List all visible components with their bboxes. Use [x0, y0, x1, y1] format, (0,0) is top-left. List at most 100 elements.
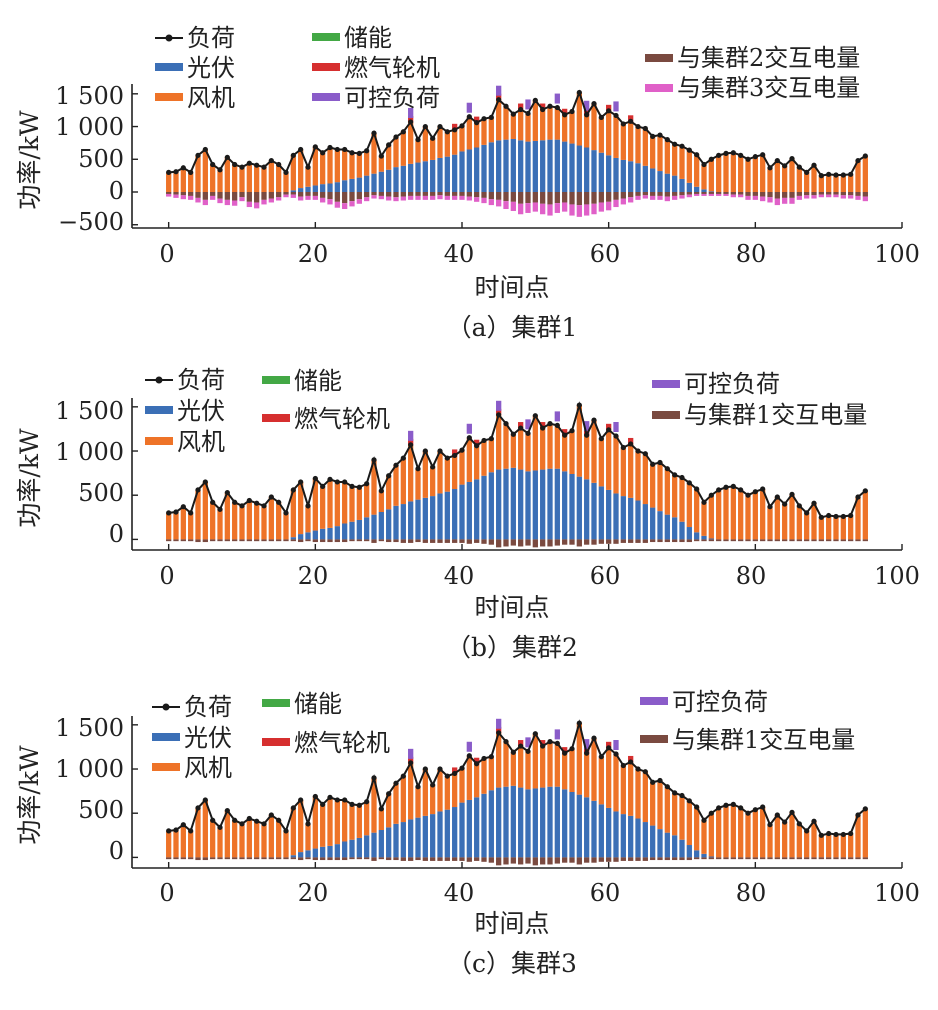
exchange-bar — [811, 539, 817, 542]
wind-bar — [246, 163, 252, 192]
exchange-bar — [848, 539, 854, 542]
load-point — [598, 114, 604, 120]
load-point — [796, 503, 802, 509]
pv-bar — [298, 188, 304, 192]
pv-bar — [371, 173, 377, 192]
load-point — [261, 503, 267, 509]
exchange-bar — [239, 192, 245, 198]
exchange-bar-2 — [312, 195, 318, 200]
wind-bar — [540, 109, 546, 141]
wind-bar — [635, 126, 641, 164]
pv-bar — [356, 177, 362, 192]
wind-bar — [738, 489, 744, 540]
load-point — [826, 830, 832, 837]
pv-bar — [415, 499, 421, 540]
exchange-bar — [437, 539, 443, 543]
wind-bar — [378, 490, 384, 512]
load-point — [657, 132, 663, 138]
exchange-bar — [246, 857, 252, 860]
exchange-bar — [804, 857, 810, 860]
load-point — [239, 503, 245, 509]
wind-bar — [745, 813, 751, 858]
exchange-bar-2 — [738, 194, 744, 198]
panel-a-plot-area — [132, 85, 903, 228]
panel-b-y-ticks: 1 500 1 000 500 0 — [55, 397, 124, 548]
exchange-bar — [540, 857, 546, 865]
exchange-bar — [818, 539, 824, 542]
pv-bar — [400, 822, 406, 858]
load-point — [848, 830, 854, 837]
pv-bar — [664, 832, 670, 858]
wind-bar — [613, 436, 619, 494]
exchange-bar — [246, 539, 252, 542]
exchange-bar-2 — [393, 197, 399, 202]
wind-bar — [415, 139, 421, 163]
pv-bar — [701, 189, 707, 192]
wind-bar — [774, 496, 780, 540]
exchange-bar — [290, 539, 296, 542]
wind-bar — [782, 822, 788, 858]
panel-c-xtick-label: 20 — [298, 879, 329, 907]
exchange-bar — [620, 192, 626, 199]
wind-bar — [298, 799, 304, 853]
wind-bar — [180, 506, 186, 540]
controllable-load-bar — [613, 101, 619, 112]
exchange-bar — [811, 192, 817, 196]
exchange-bar — [239, 857, 245, 860]
exchange-bar — [422, 857, 428, 861]
wind-bar — [217, 827, 223, 858]
exchange-bar — [701, 857, 707, 860]
controllable-load-bar — [525, 419, 531, 430]
wind-bar — [290, 155, 296, 191]
load-point — [620, 121, 626, 127]
load-point — [679, 792, 685, 799]
legend-pv-label: 光伏 — [177, 397, 225, 425]
pv-bar — [364, 835, 370, 858]
wind-bar — [232, 502, 238, 540]
exchange-bar-2 — [664, 196, 670, 202]
wind-bar — [606, 747, 612, 808]
load-point — [217, 506, 223, 512]
controllable-load-bar — [408, 107, 414, 118]
load-point — [290, 487, 296, 493]
wind-bar — [342, 481, 348, 524]
exchange-bar — [481, 539, 487, 544]
gas-turbine-bar — [606, 104, 612, 111]
pv-bar — [481, 793, 487, 858]
load-point — [760, 804, 766, 810]
load-point — [371, 130, 377, 136]
exchange-bar — [796, 857, 802, 860]
pv-bar — [496, 787, 502, 858]
exchange-bar — [488, 539, 494, 545]
load-point — [767, 165, 773, 171]
exchange-bar — [466, 857, 472, 862]
exchange-bar-2 — [701, 193, 707, 196]
exchange-bar — [606, 857, 612, 862]
load-point — [650, 133, 656, 139]
load-point — [474, 120, 480, 126]
wind-bar — [224, 810, 230, 858]
panel-a-xtick-label: 100 — [874, 240, 920, 268]
wind-bar — [628, 443, 634, 498]
pv-bar — [437, 157, 443, 192]
pv-bar — [701, 853, 707, 858]
wind-bar — [320, 804, 326, 847]
wind-bar — [276, 164, 282, 192]
pv-bar — [562, 789, 568, 858]
load-point — [848, 171, 854, 177]
exchange-bar — [364, 192, 370, 198]
exchange-bar — [840, 857, 846, 860]
panel-c-y-ticks: 1 500 1 000 500 0 — [55, 714, 124, 865]
wind-bar — [173, 830, 179, 858]
load-point — [503, 103, 509, 109]
exchange-bar — [371, 857, 377, 861]
load-point — [613, 112, 619, 119]
load-point — [408, 119, 414, 125]
gas-turbine-bar — [628, 437, 634, 444]
wind-bar — [481, 440, 487, 476]
exchange-bar — [723, 539, 729, 542]
load-point — [723, 802, 729, 808]
exchange-bar — [540, 539, 546, 547]
load-point — [327, 144, 333, 151]
wind-bar — [320, 152, 326, 185]
